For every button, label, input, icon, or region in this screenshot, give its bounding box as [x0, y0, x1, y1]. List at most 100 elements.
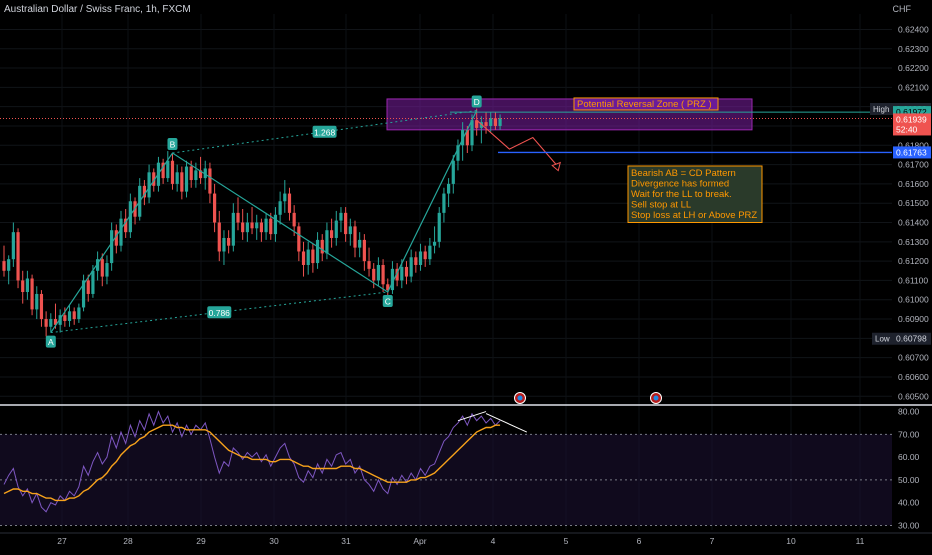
point-a-bg — [45, 335, 56, 348]
note-line: Bearish AB = CD Pattern — [631, 168, 736, 179]
time-axis[interactable]: 27 28 29 30 31 Apr 4 5 6 7 10 11 — [0, 532, 932, 546]
prz-zone: Potential Reversal Zone ( PRZ ) — [386, 97, 753, 131]
candle-body — [367, 261, 371, 269]
candle-body — [53, 319, 58, 325]
price-tick-label: 0.62400 — [898, 24, 929, 34]
projection-path — [476, 119, 557, 165]
candle-body — [175, 172, 179, 184]
candle-body — [11, 232, 15, 260]
note-line: Stop loss at LH or Above PRZ — [631, 210, 757, 221]
candle-body — [484, 122, 488, 126]
time-tick-label: 28 — [123, 536, 133, 546]
candle-body — [152, 172, 156, 186]
point-a-label: A — [48, 337, 54, 347]
candle-body — [245, 222, 249, 233]
abcd-pattern[interactable]: 0.786 1.268 A B C D Bearish AB = CD PatternDiv… — [45, 95, 763, 348]
low-tag-bg — [872, 332, 893, 345]
event-icons[interactable] — [514, 392, 662, 404]
ratio-ac-label-bg — [207, 306, 232, 319]
candle-body — [465, 129, 469, 146]
candle-body — [404, 266, 409, 277]
candle-body — [166, 160, 170, 179]
candle-body — [344, 212, 348, 235]
time-tick-label: 10 — [786, 536, 796, 546]
price-axis[interactable]: 0.605000.606000.607000.608000.609000.610… — [870, 24, 931, 530]
candle-body — [58, 315, 62, 325]
candle-body — [461, 129, 465, 146]
last-price-tag: 0.61939 — [896, 114, 927, 124]
time-tick-label: 30 — [269, 536, 279, 546]
candle-body — [264, 218, 268, 233]
candle-body — [25, 278, 29, 293]
candle-body — [110, 230, 114, 264]
price-tick-label: 0.60600 — [898, 372, 929, 382]
rsi-tick-label: 60.00 — [898, 452, 920, 462]
candle-body — [330, 230, 334, 238]
candle-body — [2, 261, 6, 271]
candle-body — [353, 226, 357, 248]
low-price-tag-bg — [893, 332, 931, 345]
price-tick-label: 0.62200 — [898, 63, 929, 73]
time-tick-label: 6 — [637, 536, 642, 546]
candle-body — [311, 249, 315, 264]
candle-body — [493, 118, 497, 126]
candle-body — [372, 268, 376, 281]
candle-body — [418, 251, 423, 265]
price-tick-label: 0.62100 — [898, 82, 929, 92]
price-tick-label: 0.61700 — [898, 160, 929, 170]
last-price-tag-bg — [893, 113, 931, 136]
economic-event-icon-inner — [517, 395, 523, 401]
rsi-ma-line — [3, 424, 501, 502]
candle-body — [362, 239, 366, 262]
candle-body — [100, 259, 104, 277]
candle-body — [409, 257, 413, 277]
projection-arrowhead — [551, 161, 561, 172]
note-box — [627, 165, 763, 223]
candle-body — [428, 245, 432, 260]
candle-body — [161, 162, 165, 179]
candle-body — [86, 280, 90, 294]
price-tick-label: 0.61500 — [898, 198, 929, 208]
rsi-tick-label: 40.00 — [898, 498, 920, 508]
candle-body — [315, 239, 320, 264]
candle-body — [259, 222, 263, 233]
candle-body — [35, 293, 39, 310]
rsi-tick-label: 70.00 — [898, 429, 920, 439]
note-line: Sell stop at LL — [631, 200, 691, 211]
candle-body — [273, 214, 278, 235]
candle-body — [236, 212, 240, 223]
note-line: Divergence has formed — [631, 179, 729, 190]
candle-body — [432, 241, 437, 246]
candle-body — [414, 257, 418, 265]
time-tick-label: 31 — [341, 536, 351, 546]
time-tick-label: Apr — [413, 536, 426, 546]
prz-label-box — [573, 97, 719, 111]
price-tick-label: 0.60700 — [898, 353, 929, 363]
point-c-bg — [382, 295, 393, 308]
candle-body — [250, 222, 254, 229]
symbol-title[interactable]: Australian Dollar / Swiss Franc, 1h, FXC… — [4, 4, 191, 15]
prz-label: Potential Reversal Zone ( PRZ ) — [577, 99, 712, 110]
candle-body — [306, 249, 310, 265]
candle-body — [208, 168, 212, 194]
candle-body — [170, 160, 175, 184]
stop-price-tag-bg — [893, 146, 931, 159]
note-line: Wait for the LL to break. — [631, 189, 732, 200]
stop-price-tag: 0.61763 — [896, 147, 927, 157]
candle-body — [142, 185, 146, 198]
candle-body — [348, 226, 352, 235]
ac-dotted-line — [50, 291, 388, 334]
candle-body — [381, 264, 385, 285]
point-b-label: B — [170, 140, 176, 150]
countdown-label: 52:40 — [896, 124, 918, 134]
candle-body — [423, 251, 427, 260]
candle-body — [222, 237, 226, 252]
candle-body — [119, 218, 123, 246]
candle-body — [147, 172, 151, 198]
point-d-label: D — [474, 97, 480, 107]
high-tag: High — [873, 105, 889, 114]
high-tag-bg — [870, 102, 893, 115]
candle-body — [124, 218, 128, 233]
